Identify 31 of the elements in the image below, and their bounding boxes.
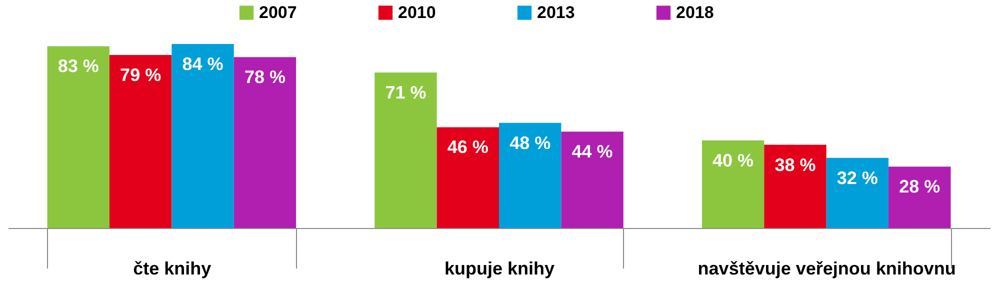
- data-label: 38 %: [774, 154, 816, 175]
- bar: [702, 140, 764, 228]
- x-tick-label: čte knihy: [133, 258, 212, 278]
- data-label: 40 %: [712, 150, 754, 170]
- bar: [826, 158, 889, 228]
- data-label: 46 %: [447, 137, 488, 158]
- bar: [172, 44, 234, 228]
- x-tick-label: navštěvuje veřejnou knihovnu: [698, 258, 956, 278]
- bar: [499, 122, 562, 228]
- bar: [764, 144, 826, 228]
- data-label: 32 %: [836, 168, 878, 188]
- bar: [47, 46, 110, 228]
- bar: [374, 72, 437, 228]
- data-label: 83 %: [58, 56, 99, 76]
- bar: [109, 54, 172, 228]
- legend-label: 2018: [676, 2, 714, 22]
- data-label: 78 %: [244, 67, 286, 88]
- legend-label: 2007: [259, 2, 297, 22]
- bar: [888, 166, 951, 228]
- legend-label: 2013: [537, 2, 575, 22]
- data-label: 28 %: [899, 176, 940, 197]
- data-label: 48 %: [510, 132, 551, 153]
- data-label: 44 %: [572, 142, 613, 162]
- bar: [436, 127, 499, 228]
- x-tick-label: kupuje knihy: [444, 258, 555, 278]
- bar: [234, 57, 296, 228]
- legend-label: 2010: [398, 2, 436, 22]
- data-label: 71 %: [385, 82, 426, 102]
- data-label: 79 %: [120, 64, 162, 85]
- bar: [561, 132, 624, 228]
- data-label: 84 %: [182, 54, 224, 74]
